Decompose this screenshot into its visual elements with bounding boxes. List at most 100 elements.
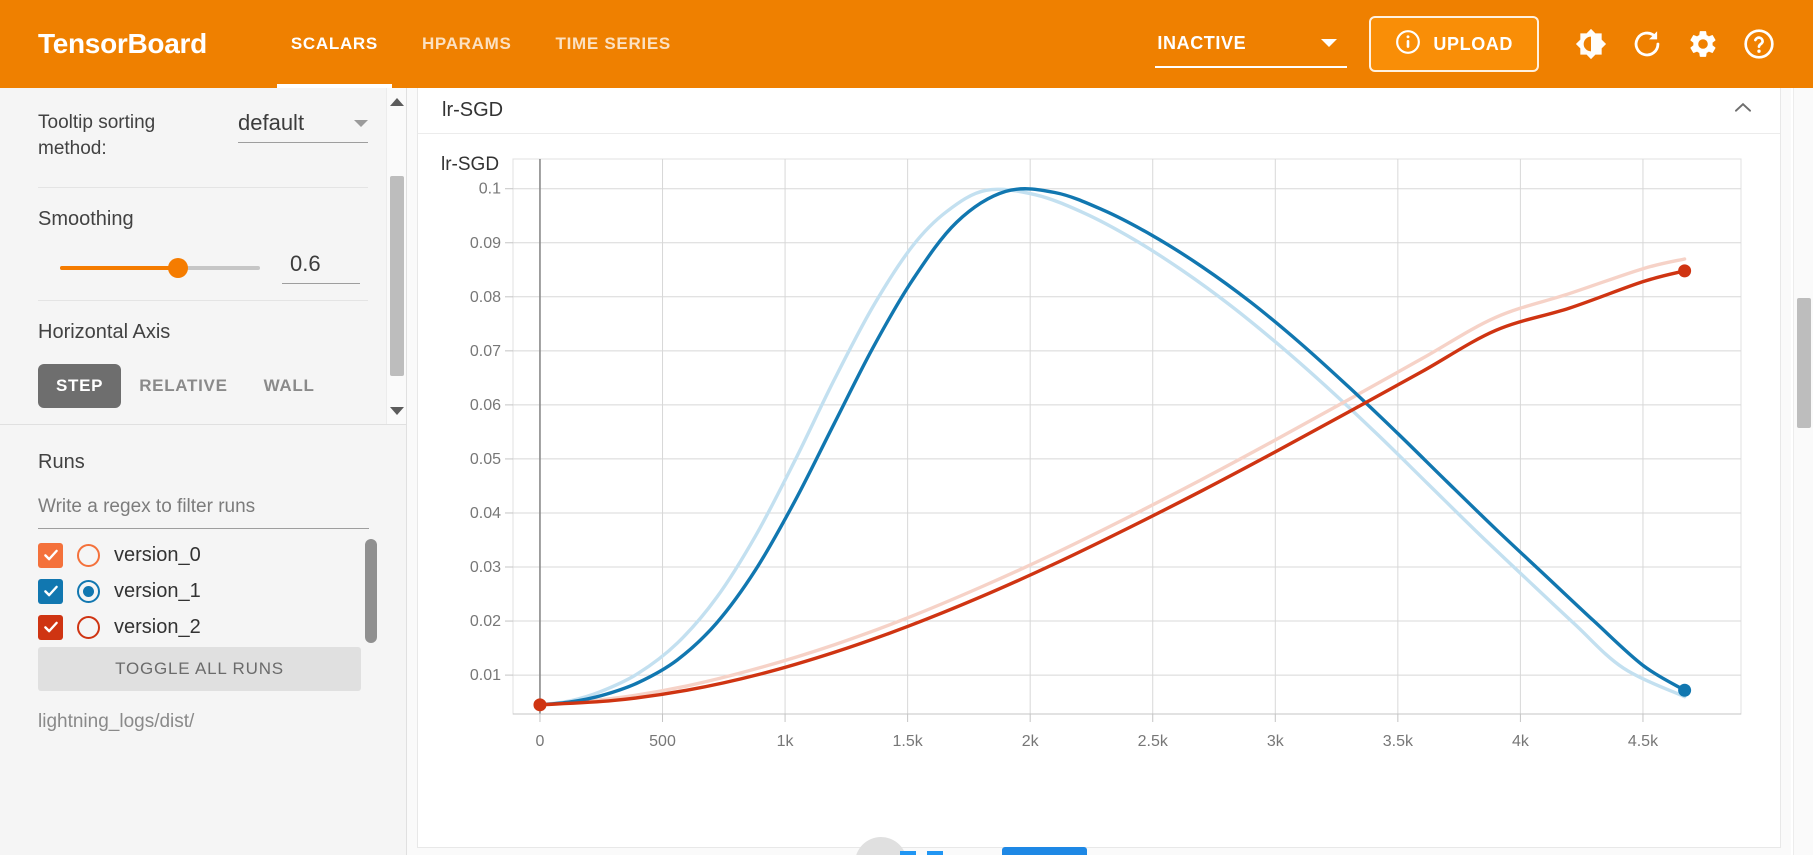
y-tick-label: 0.06: [470, 397, 501, 414]
smoothing-slider[interactable]: [60, 257, 260, 278]
y-tick-label: 0.1: [479, 181, 501, 198]
app-bar: TensorBoard SCALARS HPARAMS TIME SERIES …: [0, 0, 1813, 88]
horizontal-axis-section: Horizontal Axis STEP RELATIVE WALL: [38, 301, 368, 424]
tab-scalars-label: SCALARS: [290, 34, 378, 53]
run-item-version_2[interactable]: version_2: [38, 609, 369, 645]
horizontal-axis-label: Horizontal Axis: [38, 321, 171, 344]
axis-option-step[interactable]: STEP: [38, 364, 122, 409]
smoothing-section: Smoothing 0.6: [38, 188, 368, 302]
y-tick-label: 0.07: [470, 343, 501, 360]
upload-button[interactable]: UPLOAD: [1369, 16, 1539, 72]
chart-chip-blue[interactable]: [1002, 847, 1087, 855]
settings-button[interactable]: [1675, 16, 1731, 72]
chart-series-label: lr-SGD: [441, 154, 500, 175]
environment-select-value: INACTIVE: [1157, 32, 1247, 53]
y-tick-label: 0.02: [470, 613, 501, 630]
series-line-version_2: [538, 269, 1687, 707]
x-tick-label: 1.5k: [893, 733, 924, 750]
settings-pane-inner: Tooltip sorting method: default Smoothin…: [0, 88, 406, 424]
scalar-chart-card: lr-SGD lr-SGD 0.01 0.02 0.03 0.04 0.05 0.06 0.…: [417, 88, 1781, 848]
axis-option-wall[interactable]: WALL: [246, 364, 333, 408]
main-scrollbar[interactable]: [1793, 88, 1813, 855]
y-tick-label: 0.08: [470, 289, 501, 306]
run-item-version_1[interactable]: version_1: [38, 573, 369, 609]
series-line-version_2-raw: [538, 257, 1687, 707]
x-tick-label: 2k: [1022, 733, 1040, 750]
run-checkbox-version_2[interactable]: [38, 614, 63, 640]
run-checkbox-version_0[interactable]: [38, 542, 63, 568]
refresh-icon: [1631, 28, 1663, 60]
settings-pane: Tooltip sorting method: default Smoothin…: [0, 88, 406, 425]
tooltip-sorting-select[interactable]: default: [238, 110, 368, 143]
series-line-version_1: [538, 187, 1687, 707]
scroll-down-arrow-icon[interactable]: [389, 407, 404, 415]
settings-scrollbar[interactable]: [386, 88, 406, 424]
smoothing-row: 0.6: [38, 251, 368, 285]
y-tick-label: 0.09: [470, 235, 501, 252]
tab-hparams[interactable]: HPARAMS: [400, 0, 534, 88]
y-tick-label: 0.01: [470, 667, 501, 684]
tab-time-series[interactable]: TIME SERIES: [534, 0, 693, 88]
help-button[interactable]: [1731, 16, 1787, 72]
chart-svg[interactable]: 0.01 0.02 0.03 0.04 0.05 0.06 0.07 0.08 0.09 0.1 0…: [418, 134, 1782, 848]
x-tick-label: 3k: [1267, 733, 1285, 750]
brightness-toggle-button[interactable]: [1563, 16, 1619, 72]
tooltip-sorting-label: Tooltip sorting method:: [38, 112, 156, 159]
run-label-version_2: version_2: [114, 615, 201, 638]
axis-option-relative[interactable]: RELATIVE: [121, 364, 245, 408]
collapse-card-button[interactable]: [1730, 95, 1756, 126]
runs-pane: Runs version_0 version_1: [0, 425, 406, 733]
app-bar-actions: INACTIVE UPLOAD: [1155, 0, 1813, 88]
main-scrollbar-thumb[interactable]: [1797, 298, 1811, 428]
chart-bottom-controls: [827, 829, 1087, 855]
chart-card-title: lr-SGD: [442, 99, 504, 121]
y-tick-label: 0.03: [470, 559, 501, 576]
run-item-version_0[interactable]: version_0: [38, 537, 369, 573]
sidebar: Tooltip sorting method: default Smoothin…: [0, 88, 407, 855]
horizontal-axis-options: STEP RELATIVE WALL: [38, 364, 368, 409]
tooltip-sorting-row: Tooltip sorting method: default: [38, 88, 368, 189]
x-tick-label: 4k: [1512, 733, 1530, 750]
brightness-icon: [1575, 28, 1607, 60]
run-checkbox-version_1[interactable]: [38, 578, 63, 604]
run-radio-version_0[interactable]: [77, 543, 100, 567]
run-radio-version_2[interactable]: [77, 615, 100, 639]
x-tick-label: 0: [536, 733, 545, 750]
toggle-all-runs-button[interactable]: TOGGLE ALL RUNS: [38, 647, 361, 691]
run-radio-version_1[interactable]: [77, 579, 100, 603]
smoothing-value-input[interactable]: 0.6: [282, 251, 360, 285]
settings-scrollbar-thumb[interactable]: [390, 176, 404, 376]
dash-icon-2: [927, 851, 943, 855]
environment-select[interactable]: INACTIVE: [1155, 20, 1348, 68]
chevron-down-icon: [354, 119, 368, 127]
smoothing-label: Smoothing: [38, 208, 134, 231]
refresh-button[interactable]: [1619, 16, 1675, 72]
chart-fab-button[interactable]: [855, 837, 907, 855]
runs-filter-input[interactable]: [38, 496, 369, 529]
smoothing-slider-knob[interactable]: [168, 257, 188, 278]
x-tick-label: 1k: [777, 733, 795, 750]
tooltip-sorting-value: default: [238, 110, 305, 135]
x-tick-label: 4.5k: [1628, 733, 1659, 750]
data-point-marker: [533, 698, 547, 712]
tab-scalars[interactable]: SCALARS: [269, 0, 400, 88]
brand-title: TensorBoard: [38, 28, 207, 59]
dash-icon-1: [900, 851, 916, 855]
axis-option-wall-label: WALL: [263, 376, 315, 396]
info-circle-icon: [1395, 29, 1421, 60]
chart-plot-area[interactable]: lr-SGD 0.01 0.02 0.03 0.04 0.05 0.06 0.07 0.08 0…: [418, 134, 1782, 848]
help-circle-icon: [1743, 28, 1775, 60]
series-line-version_1-raw: [538, 187, 1687, 707]
gear-icon: [1687, 28, 1719, 60]
chevron-down-icon: [1321, 39, 1338, 47]
main-panel: lr-SGD lr-SGD 0.01 0.02 0.03 0.04 0.05 0.06 0.…: [407, 88, 1791, 855]
run-label-version_0: version_0: [114, 543, 201, 566]
data-point-marker: [1678, 683, 1692, 697]
scroll-up-arrow-icon[interactable]: [389, 98, 404, 106]
x-tick-label: 3.5k: [1383, 733, 1414, 750]
runs-list-scrollbar[interactable]: [365, 539, 377, 643]
tab-hparams-label: HPARAMS: [421, 34, 512, 53]
chevron-up-icon: [1730, 102, 1756, 125]
plot-frame: [512, 158, 1742, 715]
runs-list: version_0 version_1 version_2: [38, 537, 377, 645]
